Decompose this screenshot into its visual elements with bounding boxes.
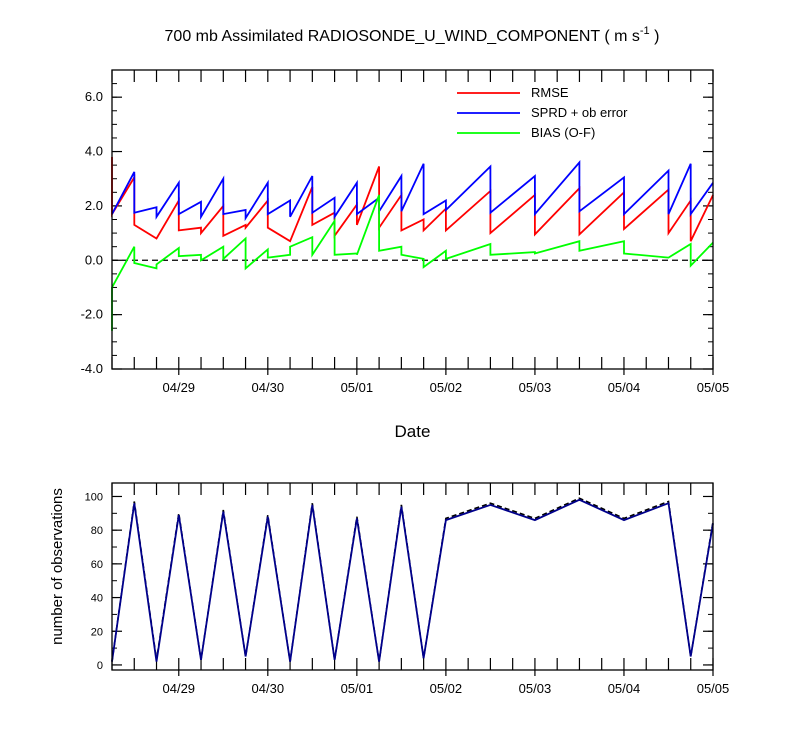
bottom-x-tick-label: 05/01 [341, 681, 374, 696]
top-x-tick-label: 05/04 [608, 380, 641, 395]
bottom-plot-frame [111, 482, 714, 671]
bottom-x-tick-label: 05/04 [608, 681, 641, 696]
observations-line-solid [111, 498, 714, 662]
series-line-rmse [111, 157, 714, 243]
legend-label: BIAS (O-F) [531, 125, 595, 140]
bottom-x-tick-label: 05/03 [519, 681, 552, 696]
top-y-tick-label: 4.0 [85, 144, 103, 159]
bottom-y-tick-label: 60 [91, 559, 103, 571]
top-panel: -4.0 -2.0 0.0 2.0 4.0 6.0 04/29 04/30 05/01 05/0… [81, 69, 730, 441]
y-axis-label-observations: number of observations [49, 488, 66, 645]
chart-title: 700 mb Assimilated RADIOSONDE_U_WIND_COM… [165, 25, 660, 45]
chart-title-main: 700 mb Assimilated RADIOSONDE_U_WIND_COM… [165, 28, 640, 45]
top-y-tick-label: 0.0 [85, 252, 103, 267]
bottom-x-tick-label: 05/02 [430, 681, 463, 696]
top-plot-frame [111, 69, 714, 370]
bottom-x-tick-label: 04/30 [252, 681, 285, 696]
top-y-tick-label: -2.0 [81, 307, 103, 322]
bottom-series-lines [111, 497, 714, 662]
top-x-tick-label: 05/05 [697, 380, 730, 395]
top-series-lines [111, 157, 714, 331]
bottom-y-tick-label: 80 [91, 525, 103, 537]
legend: RMSE SPRD + ob error BIAS (O-F) [457, 85, 628, 140]
bottom-y-tick-labels: 0 20 40 60 80 100 [85, 491, 103, 671]
top-x-tick-label: 04/29 [163, 380, 196, 395]
bottom-x-tick-label: 05/05 [697, 681, 730, 696]
bottom-y-tick-label: 0 [97, 660, 103, 672]
bottom-y-tick-label: 40 [91, 593, 103, 605]
chart-title-close: ) [650, 28, 660, 45]
series-line-bias-o-f [111, 194, 714, 331]
chart-title-superscript: -1 [640, 25, 650, 37]
top-y-tick-label: -4.0 [81, 361, 103, 376]
bottom-y-tick-label: 100 [85, 491, 103, 503]
top-x-tick-label: 04/30 [252, 380, 285, 395]
x-axis-label: Date [395, 422, 431, 441]
bottom-y-tick-label: 20 [91, 626, 103, 638]
top-x-tick-label: 05/03 [519, 380, 552, 395]
top-y-tick-label: 6.0 [85, 89, 103, 104]
top-y-tick-labels: -4.0 -2.0 0.0 2.0 4.0 6.0 [81, 89, 103, 376]
bottom-x-tick-labels: 04/29 04/30 05/01 05/02 05/03 05/04 05/05 [163, 681, 730, 696]
top-x-tick-labels: 04/29 04/30 05/01 05/02 05/03 05/04 05/05 [163, 380, 730, 395]
legend-label: RMSE [531, 85, 569, 100]
bottom-x-tick-label: 04/29 [163, 681, 196, 696]
series-line-sprd-ob-error [111, 159, 714, 222]
legend-label: SPRD + ob error [531, 105, 628, 120]
bottom-panel: 0 20 40 60 80 100 04/29 04/30 05/01 05/02 05/03 05… [49, 482, 730, 696]
bottom-axis-ticks [111, 483, 714, 676]
top-y-tick-label: 2.0 [85, 198, 103, 213]
top-x-tick-label: 05/01 [341, 380, 374, 395]
top-x-tick-label: 05/02 [430, 380, 463, 395]
